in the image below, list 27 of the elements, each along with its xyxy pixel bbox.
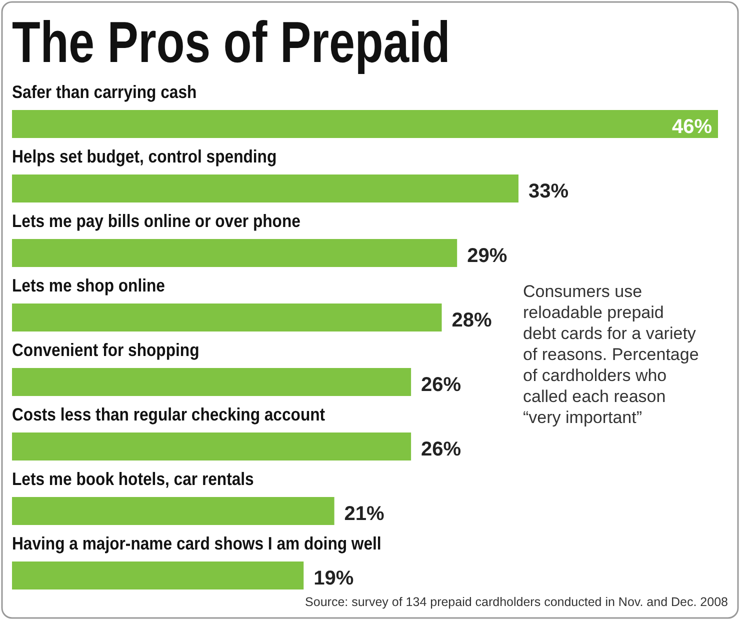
bar: [12, 110, 718, 138]
data-label: 21%: [344, 503, 385, 525]
y-tick-label: Safer than carrying cash: [12, 82, 197, 102]
y-tick-label: Lets me book hotels, car rentals: [12, 469, 254, 490]
y-tick-label: Costs less than regular checking account: [12, 404, 326, 425]
data-label: 19%: [314, 568, 354, 590]
y-tick-label: Lets me pay bills online or over phone: [12, 211, 300, 232]
bar: [12, 562, 304, 590]
bar: [12, 497, 334, 525]
data-label: 26%: [421, 438, 462, 460]
bar: [12, 368, 412, 396]
y-tick-label: Helps set budget, control spending: [12, 146, 277, 167]
bar: [12, 174, 518, 202]
source-note: Source: survey of 134 prepaid cardholders conducted in Nov. and Dec. 2008: [305, 595, 728, 609]
y-tick-label: Convenient for shopping: [12, 340, 200, 360]
y-tick-label: Lets me shop online: [12, 276, 165, 296]
y-tick-label: Having a major-name card shows I am doing well: [12, 534, 382, 554]
chart-title: The Pros of Prepaid: [12, 10, 450, 76]
data-label: 46%: [672, 116, 712, 138]
annotation: Consumers use reloadable prepaid debt cards for a variety of reasons. Percentage of cardholders who called each reason “very important”: [523, 282, 699, 427]
data-label: 29%: [467, 245, 508, 267]
bar: [12, 304, 442, 332]
data-label: 26%: [421, 374, 462, 396]
bar: [12, 432, 412, 460]
data-label: 33%: [528, 180, 569, 202]
bar: [12, 239, 458, 267]
data-label: 28%: [452, 310, 492, 332]
